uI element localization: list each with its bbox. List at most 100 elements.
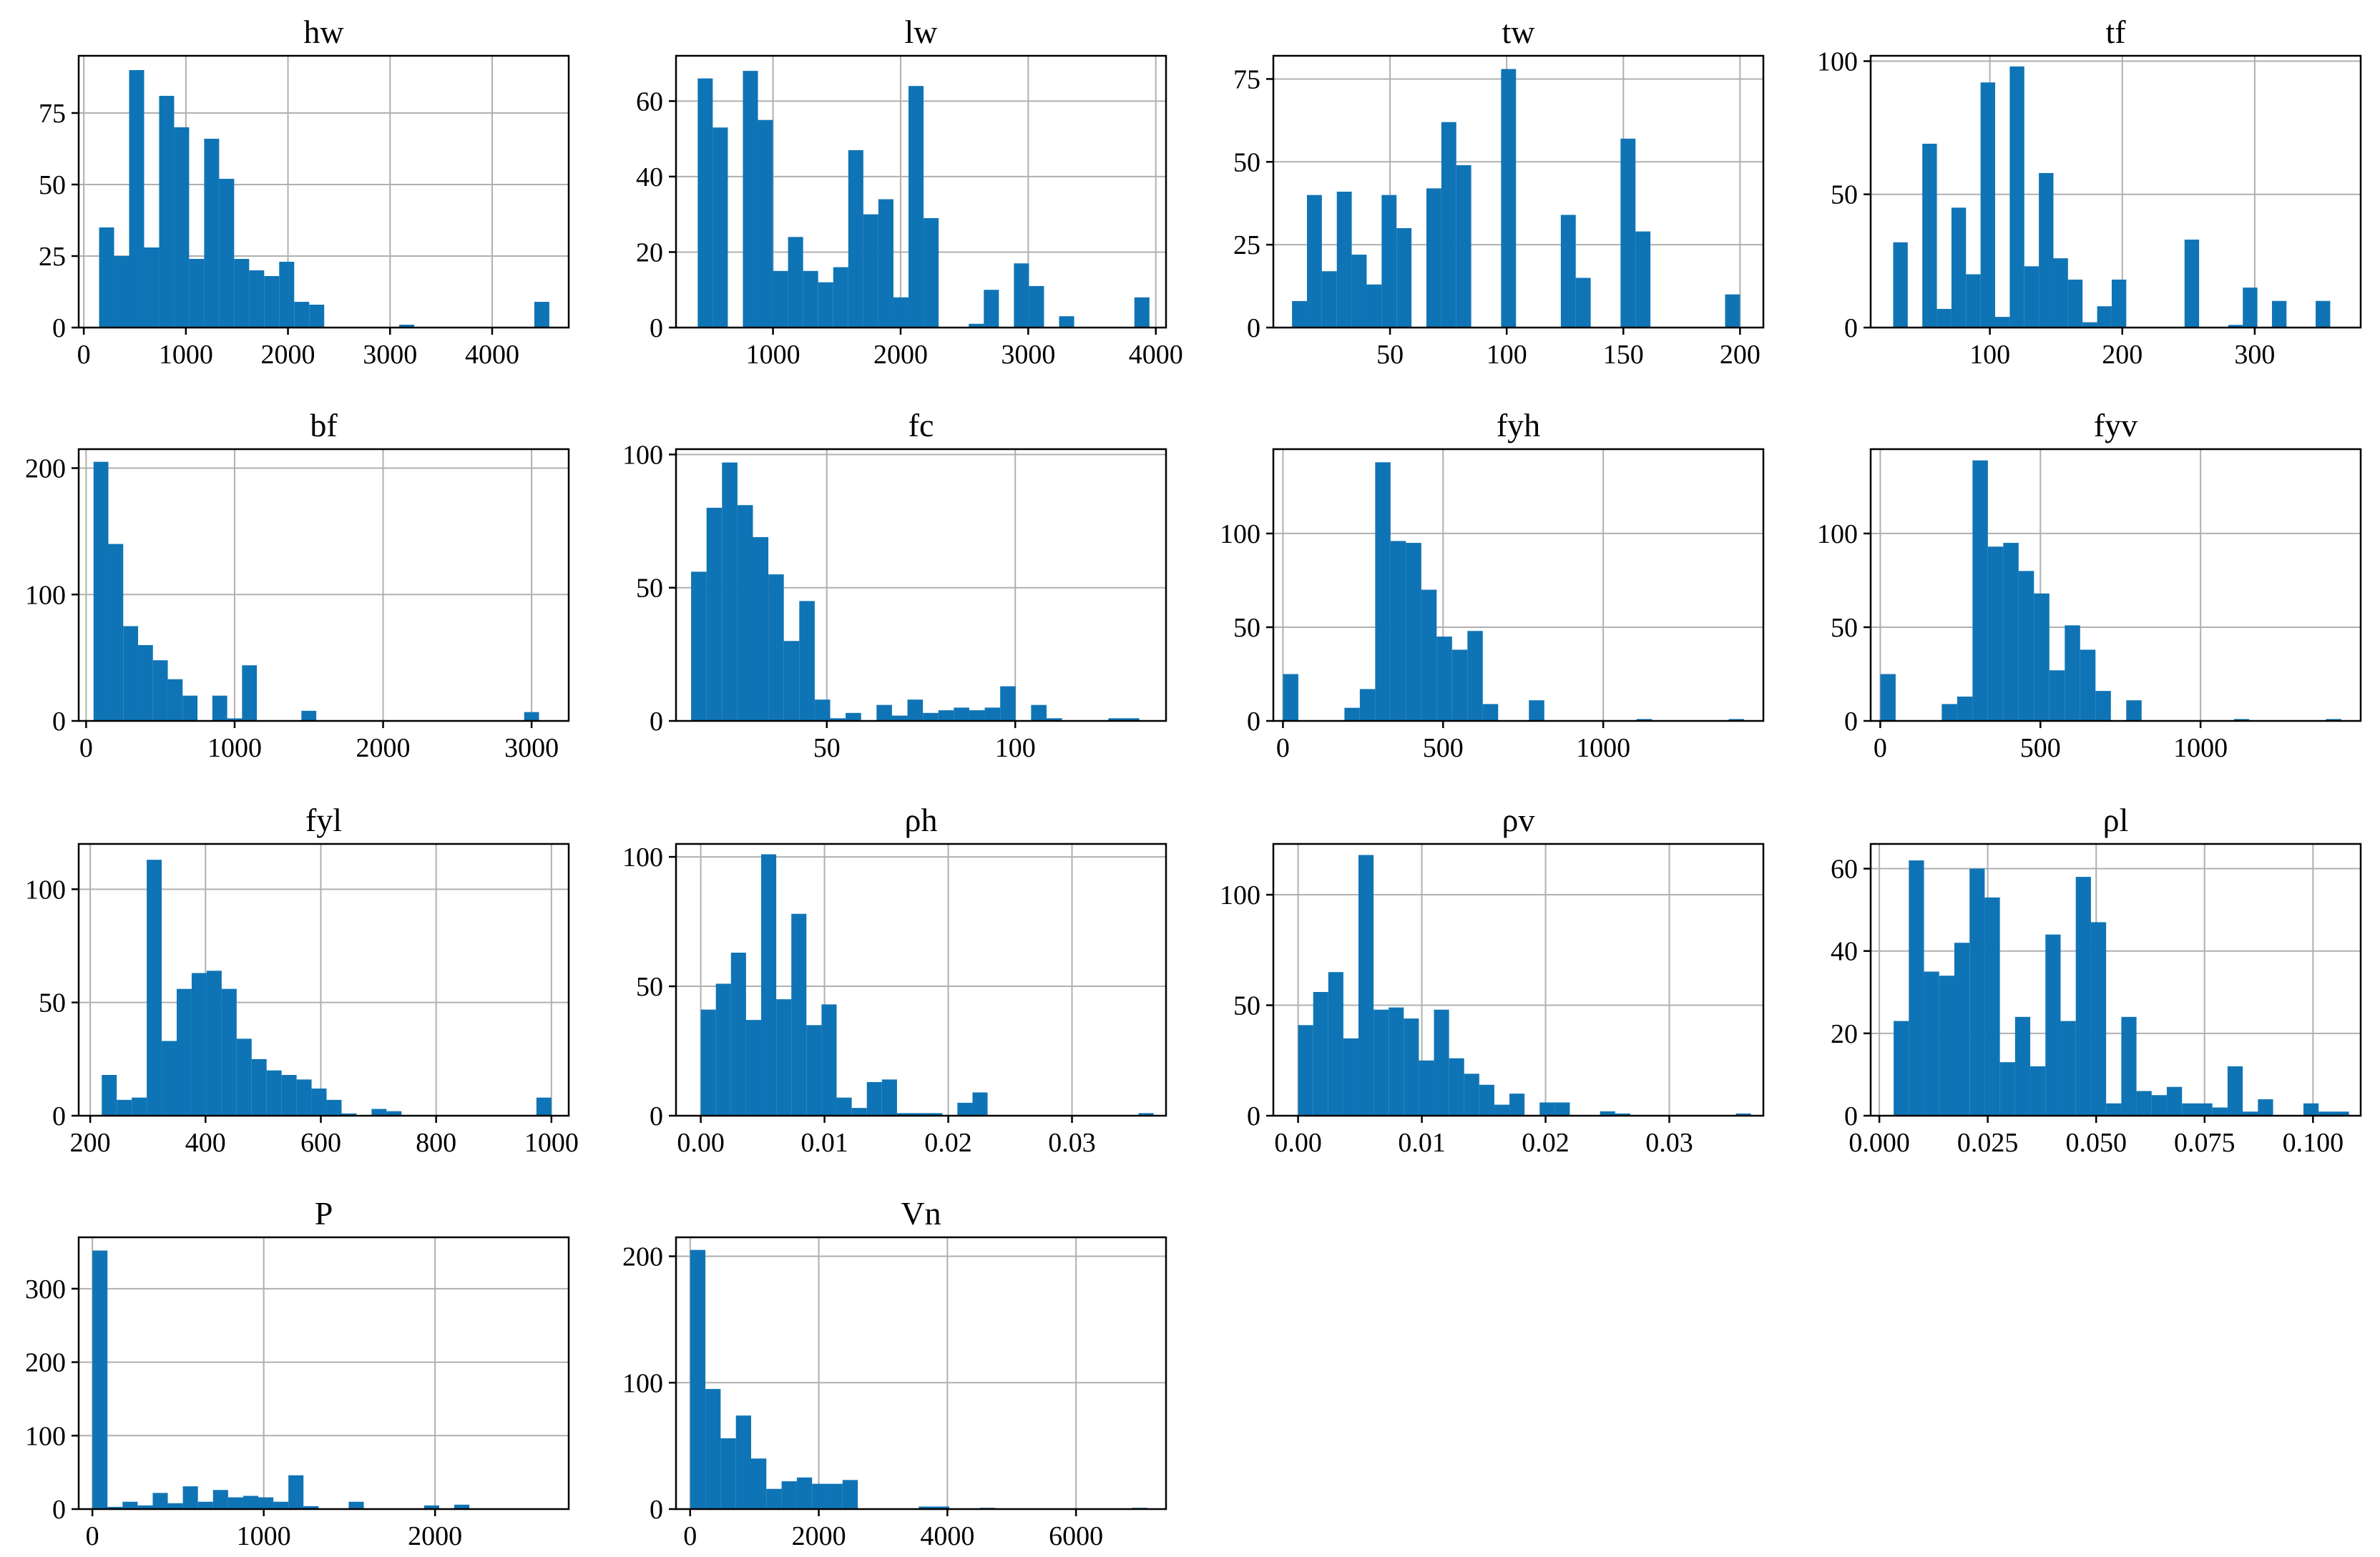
chart-title-rho-v: ρv: [1502, 802, 1535, 838]
bar-lw-7: [803, 270, 818, 328]
bar-rho-h-14: [912, 1113, 928, 1116]
bar-fyv-12: [2065, 625, 2080, 721]
axes-frame-bf: [77, 448, 570, 722]
bar-lw-12: [878, 199, 893, 328]
y-tick-label-vn-1: 100: [622, 1368, 663, 1398]
bar-p-12: [273, 1501, 289, 1509]
bar-fyl-5: [177, 988, 192, 1116]
x-tick-label-lw-1: 2000: [873, 340, 928, 370]
bar-fyh-7: [1390, 541, 1406, 721]
bar-rho-l-28: [2318, 1111, 2334, 1116]
y-tick-label-tf-0: 0: [1844, 313, 1858, 343]
bar-fyh-0: [1283, 674, 1298, 721]
axes-frame-hw: [77, 54, 570, 329]
bar-fc-23: [1046, 718, 1062, 721]
x-tick-label-vn-1: 2000: [792, 1521, 846, 1551]
bar-tf-11: [2053, 258, 2068, 328]
bar-lw-5: [773, 270, 788, 328]
bar-fc-12: [876, 704, 892, 721]
y-tick-label-rho-h-1: 50: [636, 972, 663, 1002]
bar-hw-2: [129, 70, 145, 328]
chart-title-lw: lw: [905, 14, 939, 50]
x-tick-label-hw-2: 2000: [261, 340, 315, 370]
x-tick-label-fyh-0: 0: [1276, 733, 1290, 763]
bar-rho-h-7: [806, 1025, 822, 1116]
bar-vn-3: [735, 1415, 751, 1509]
bar-fc-7: [799, 601, 815, 721]
x-tick-label-fyl-3: 800: [416, 1128, 456, 1158]
y-tick-label-rho-h-2: 100: [622, 843, 663, 873]
bar-fyl-3: [147, 860, 162, 1116]
y-tick-label-rho-v-0: 0: [1247, 1101, 1260, 1131]
bar-tw-11: [1456, 164, 1471, 328]
bar-rho-v-14: [1509, 1094, 1525, 1116]
bar-lw-13: [893, 297, 909, 328]
bar-fyl-18: [371, 1109, 387, 1116]
axes-frame-fc: [675, 448, 1167, 722]
bar-fc-5: [768, 574, 784, 721]
bar-fyl-8: [221, 988, 237, 1116]
chart-title-rho-l: ρl: [2103, 802, 2129, 838]
bar-rho-v-13: [1494, 1104, 1510, 1116]
bar-hw-0: [99, 227, 114, 328]
bar-rho-h-5: [776, 999, 792, 1116]
bar-rho-h-1: [715, 983, 731, 1116]
bar-tw-29: [1725, 294, 1740, 328]
bar-rho-h-8: [821, 1004, 837, 1116]
bar-rho-l-29: [2334, 1111, 2349, 1116]
bar-rho-l-19: [2182, 1103, 2198, 1116]
bar-fyh-29: [1728, 719, 1745, 721]
bar-rho-v-7: [1404, 1018, 1419, 1116]
axes-frame-fyh: [1272, 448, 1765, 722]
x-tick-label-fyh-1: 500: [1423, 733, 1464, 763]
bar-bf-6: [182, 695, 198, 721]
y-tick-label-fyl-1: 50: [39, 988, 66, 1018]
bar-hw-11: [264, 276, 280, 328]
bar-rho-v-4: [1358, 855, 1374, 1116]
bar-fyv-9: [2018, 571, 2034, 721]
bar-lw-19: [984, 290, 999, 328]
x-tick-label-rho-l-3: 0.075: [2174, 1128, 2235, 1158]
bar-fyv-23: [2233, 719, 2250, 721]
x-tick-label-fyv-0: 0: [1874, 733, 1887, 763]
bar-hw-13: [294, 302, 310, 328]
bar-fc-3: [737, 505, 753, 721]
bar-rho-l-22: [2227, 1066, 2243, 1116]
bar-fyv-7: [1987, 546, 2004, 721]
histogram-fyv: fyv 0 500 1000 0 50 100: [1817, 407, 2362, 763]
bar-fyl-19: [386, 1111, 402, 1116]
bar-tw-4: [1351, 255, 1367, 328]
bar-fyv-29: [2326, 719, 2342, 721]
y-tick-label-hw-2: 50: [39, 170, 66, 200]
bar-p-3: [137, 1505, 153, 1509]
x-tick-label-fc-1: 100: [995, 733, 1036, 763]
bar-fyh-13: [1482, 704, 1499, 721]
y-tick-label-tw-0: 0: [1247, 313, 1260, 343]
x-tick-label-rho-v-2: 0.02: [1522, 1128, 1569, 1158]
y-tick-label-tw-3: 75: [1233, 64, 1260, 94]
bar-p-14: [303, 1506, 319, 1509]
bar-p-10: [243, 1495, 259, 1509]
y-tick-label-fc-2: 100: [622, 440, 663, 470]
bar-rho-l-27: [2303, 1103, 2319, 1116]
bar-fc-9: [830, 718, 846, 721]
bar-fyv-5: [1957, 696, 1973, 721]
bar-fc-10: [846, 712, 861, 721]
histogram-fyl: fyl 200 400 600 800 1000 0 50 100: [25, 802, 579, 1158]
bar-fyl-0: [102, 1075, 117, 1116]
y-tick-label-rho-v-2: 100: [1220, 880, 1260, 910]
bar-fyl-4: [162, 1041, 177, 1116]
bar-lw-10: [848, 149, 863, 328]
histogram-lw: lw 1000 2000 3000 4000 0 20 40 60: [636, 14, 1183, 370]
x-tick-label-p-2: 2000: [408, 1521, 462, 1551]
y-tick-label-fc-0: 0: [650, 707, 663, 737]
histogram-hw: hw 0 1000 2000 3000 4000 0 25 50 75: [39, 14, 570, 370]
axes-frame-p: [77, 1236, 570, 1511]
bar-fyl-9: [236, 1038, 252, 1116]
chart-title-fc: fc: [909, 407, 934, 443]
x-tick-label-fyv-2: 1000: [2173, 733, 2228, 763]
bar-p-11: [258, 1497, 274, 1509]
bar-fyl-16: [341, 1113, 357, 1116]
bar-lw-9: [833, 267, 848, 328]
